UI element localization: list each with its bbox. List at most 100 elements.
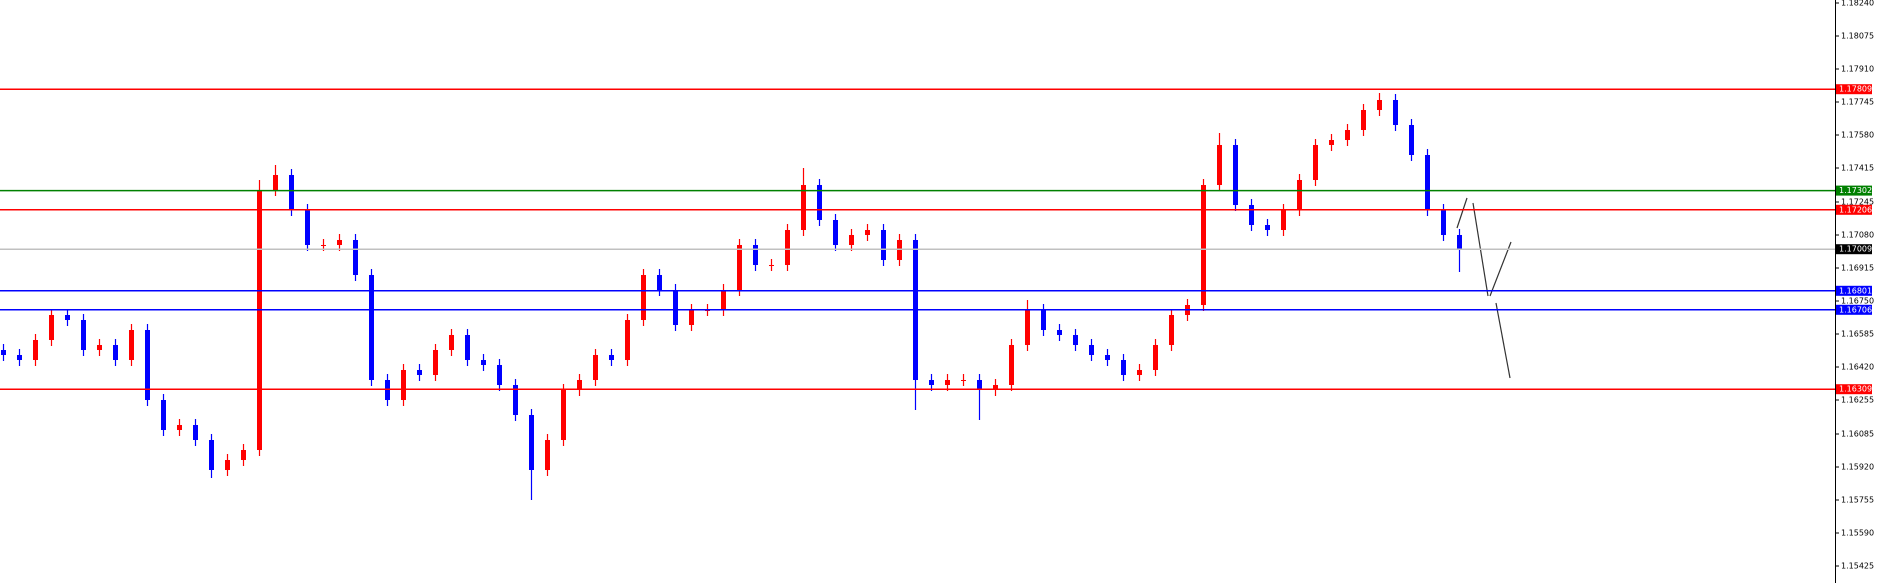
y-tick-label: 1.18240	[1841, 0, 1874, 8]
candle-body	[209, 440, 214, 470]
candle-body	[225, 460, 230, 470]
candle-body	[81, 320, 86, 350]
candle-body	[33, 340, 38, 360]
candle-body	[257, 190, 262, 450]
candle-body	[289, 175, 294, 210]
candle-body	[241, 450, 246, 460]
candle-body	[49, 315, 54, 340]
y-tick-label: 1.16420	[1841, 363, 1874, 372]
candle-body	[641, 275, 646, 320]
y-tick-label: 1.17580	[1841, 131, 1874, 140]
candle-body	[769, 265, 774, 266]
candle-body	[881, 230, 886, 260]
level-box	[1836, 384, 1872, 395]
candle-body	[689, 310, 694, 325]
candle-body	[993, 385, 998, 390]
y-tick-label: 1.15920	[1841, 463, 1874, 472]
level-label: 1.17302	[1839, 186, 1872, 195]
candle-body	[1041, 310, 1046, 330]
candle-body	[417, 370, 422, 375]
candle-body	[1425, 155, 1430, 210]
candle-body	[1329, 140, 1334, 145]
candle-body	[1393, 100, 1398, 125]
candle-body	[449, 335, 454, 350]
candle-body	[497, 365, 502, 385]
candle-body	[945, 380, 950, 385]
candle-body	[1105, 355, 1110, 360]
candle-body	[865, 230, 870, 235]
level-box	[1836, 244, 1872, 255]
y-tick-label: 1.15755	[1841, 496, 1874, 505]
candle-body	[305, 210, 310, 245]
candle-body	[513, 385, 518, 415]
candle-body	[673, 290, 678, 325]
candle-body	[353, 240, 358, 275]
y-tick-label: 1.17910	[1841, 65, 1874, 74]
y-tick-label: 1.15590	[1841, 529, 1874, 538]
candle-body	[145, 330, 150, 400]
candle-body	[321, 245, 326, 246]
candle-body	[65, 315, 70, 320]
candle-body	[113, 345, 118, 360]
candle-body	[481, 360, 486, 365]
candle-body	[17, 355, 22, 360]
level-box	[1836, 304, 1872, 315]
candle-body	[1137, 370, 1142, 375]
y-tick-label: 1.17745	[1841, 98, 1874, 107]
level-label: 1.16801	[1839, 286, 1872, 295]
candle-body	[529, 415, 534, 470]
candle-body	[657, 275, 662, 290]
candle-body	[1345, 130, 1350, 140]
candle-body	[785, 230, 790, 265]
candle-body	[385, 380, 390, 400]
candle-body	[161, 400, 166, 430]
candle-body	[401, 370, 406, 400]
candle-body	[1169, 315, 1174, 345]
projection-line	[1456, 197, 1468, 229]
candle-body	[465, 335, 470, 360]
candle-body	[1153, 345, 1158, 370]
y-tick-label: 1.17245	[1841, 198, 1874, 207]
candle-body	[1201, 185, 1206, 305]
candle-body	[1361, 110, 1366, 130]
y-tick-label: 1.16750	[1841, 297, 1874, 306]
candle-body	[1009, 345, 1014, 385]
candle-body	[1249, 205, 1254, 225]
candle-body	[561, 390, 566, 440]
candle-body	[433, 350, 438, 375]
level-box	[1836, 204, 1872, 215]
candle-body	[1265, 225, 1270, 230]
candle-body	[337, 240, 342, 245]
y-tick-label: 1.15425	[1841, 562, 1874, 571]
candle-body	[1377, 100, 1382, 110]
candle-body	[273, 175, 278, 190]
y-tick-label: 1.17415	[1841, 164, 1874, 173]
candle-body	[369, 275, 374, 380]
candle-body	[177, 425, 182, 430]
candle-body	[97, 345, 102, 350]
candle-body	[1313, 145, 1318, 180]
candle-body	[849, 235, 854, 245]
candle-body	[1233, 145, 1238, 205]
candle-body	[593, 355, 598, 380]
candle-body	[193, 425, 198, 440]
candle-body	[1409, 125, 1414, 155]
candle-body	[609, 355, 614, 360]
candle-body	[545, 440, 550, 470]
candle-body	[897, 240, 902, 260]
candle-body	[721, 290, 726, 310]
level-box	[1836, 285, 1872, 296]
candle-body	[1281, 210, 1286, 230]
candle-body	[1089, 345, 1094, 355]
candle-body	[1, 350, 6, 355]
candle-body	[1025, 310, 1030, 345]
candle-body	[577, 380, 582, 390]
level-label: 1.17809	[1839, 85, 1872, 94]
level-box	[1836, 84, 1872, 95]
candle-body	[1057, 330, 1062, 335]
candle-body	[929, 380, 934, 385]
candle-body	[1217, 145, 1222, 185]
level-box	[1836, 185, 1872, 196]
candle-body	[1297, 180, 1302, 210]
